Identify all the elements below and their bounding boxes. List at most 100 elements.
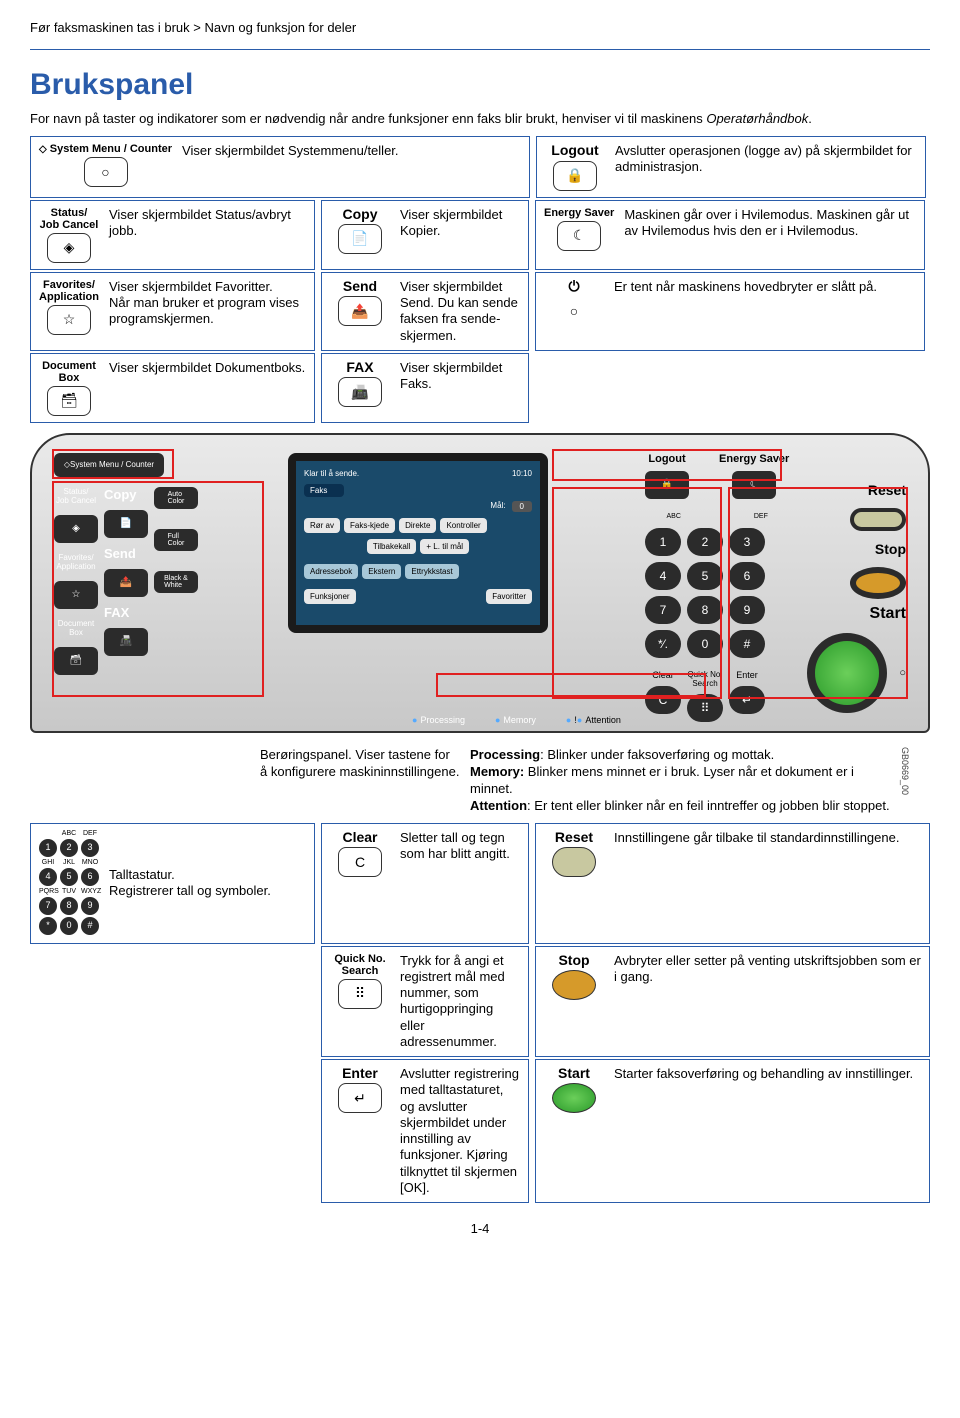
cell-power: ⏻ ○ Er tent når maskinens hovedbryter er…: [535, 272, 925, 351]
label-start: Start: [558, 1066, 590, 1081]
label-favorites: Favorites/ Application: [39, 279, 99, 303]
cell-energy: Energy Saver ☾ Maskinen går over i Hvile…: [535, 200, 925, 270]
highlight-box-2: [52, 481, 264, 697]
fax-button[interactable]: 📠: [338, 377, 382, 407]
cell-send: Send 📤 Viser skjermbildet Send. Du kan s…: [321, 272, 529, 351]
cell-stop: Stop Avbryter eller setter på venting ut…: [535, 946, 930, 1058]
desc-docbox: Viser skjermbildet Dokumentboks.: [109, 360, 306, 376]
status-attention: !Attention: [566, 715, 621, 725]
screen-time: 10:10: [512, 469, 532, 478]
touch-screen[interactable]: Klar til å sende. 10:10 Faks Mål: 0 Rør …: [288, 453, 548, 633]
cell-logout: Logout 🔒 Avslutter operasjonen (logge av…: [536, 136, 926, 197]
desc-numpad: Talltastatur. Registrerer tall og symbol…: [109, 867, 306, 900]
screen-mal-n: 0: [512, 501, 532, 512]
label-fax: FAX: [346, 360, 373, 375]
start-button[interactable]: [552, 1083, 596, 1113]
intro-a: For navn på taster og indikatorer som er…: [30, 111, 706, 126]
screen-direkte[interactable]: Direkte: [399, 518, 436, 533]
desc-logout: Avslutter operasjonen (logge av) på skje…: [615, 143, 917, 176]
label-copy: Copy: [343, 207, 378, 222]
screen-ettrykk[interactable]: Ettrykkstast: [405, 564, 458, 579]
cell-reset: Reset Innstillingene går tilbake til sta…: [535, 823, 930, 944]
desc-quickno: Trykk for å angi et registrert mål med n…: [400, 953, 520, 1051]
reference-code: GB0669_00: [900, 747, 910, 815]
label-enter: Enter: [342, 1066, 378, 1081]
status-processing: Processing: [412, 715, 465, 725]
desc-stop: Avbryter eller setter på venting utskrif…: [614, 953, 921, 986]
cell-docbox: Document Box 🗃 Viser skjermbildet Dokume…: [30, 353, 315, 423]
numpad-icon: ABCDEF 123 GHIJKLMNO 456 PQRSTUVWXYZ 789…: [39, 830, 99, 937]
label-clear: Clear: [342, 830, 377, 845]
desc-clear: Sletter tall og tegn som har blitt angit…: [400, 830, 520, 863]
label-docbox: Document Box: [42, 360, 96, 384]
screen-mal: Mål:: [490, 501, 505, 512]
favorites-button[interactable]: ☆: [47, 305, 91, 335]
send-button[interactable]: 📤: [338, 296, 382, 326]
screen-ror[interactable]: Rør av: [304, 518, 340, 533]
cell-status: Status/ Job Cancel ◈ Viser skjermbildet …: [30, 200, 315, 270]
quickno-button[interactable]: ⠿: [338, 979, 382, 1009]
power-indicator: ○: [552, 296, 596, 326]
clear-button[interactable]: C: [338, 847, 382, 877]
highlight-box-4: [552, 487, 722, 699]
highlight-box-3: [552, 449, 782, 481]
screen-tilmal[interactable]: + L. til mål: [420, 539, 469, 554]
cell-enter: Enter ↵ Avslutter registrering med tallt…: [321, 1059, 529, 1203]
docbox-button[interactable]: 🗃: [47, 386, 91, 416]
callout-status: Processing: Blinker under faksoverføring…: [470, 747, 890, 815]
status-memory: Memory: [495, 715, 536, 725]
screen-tilbakekall[interactable]: Tilbakekall: [367, 539, 417, 554]
intro-c: .: [808, 111, 812, 126]
enter-button[interactable]: ↵: [338, 1083, 382, 1113]
label-system-menu: ◇ System Menu / Counter: [39, 143, 172, 155]
system-menu-button[interactable]: ○: [84, 157, 128, 187]
desc-start: Starter faksoverføring og behandling av …: [614, 1066, 921, 1082]
label-logout: Logout: [551, 143, 598, 158]
screen-tab-faks[interactable]: Faks: [304, 484, 344, 497]
cell-system-menu: ◇ System Menu / Counter ○ Viser skjermbi…: [30, 136, 530, 197]
screen-ekstern[interactable]: Ekstern: [362, 564, 401, 579]
status-indicators: Processing Memory !Attention: [412, 715, 621, 725]
desc-energy: Maskinen går over i Hvilemodus. Maskinen…: [624, 207, 916, 240]
desc-power: Er tent når maskinens hovedbryter er slå…: [614, 279, 916, 295]
desc-status: Viser skjermbildet Status/avbryt jobb.: [109, 207, 306, 240]
intro-b: Operatørhåndbok: [706, 111, 808, 126]
callout-touchpanel: Berøringspanel. Viser tastene for å konf…: [260, 747, 460, 815]
highlight-box-6: [436, 673, 706, 697]
logout-button[interactable]: 🔒: [553, 161, 597, 191]
screen-favoritter[interactable]: Favoritter: [486, 589, 532, 604]
cell-clear: Clear C Sletter tall og tegn som har bli…: [321, 823, 529, 944]
label-send: Send: [343, 279, 377, 294]
screen-kjede[interactable]: Faks-kjede: [344, 518, 395, 533]
desc-favorites: Viser skjermbildet Favoritter. Når man b…: [109, 279, 306, 328]
page-number: 1-4: [30, 1221, 930, 1236]
screen-kontroller[interactable]: Kontroller: [440, 518, 486, 533]
screen-funksjoner[interactable]: Funksjoner: [304, 589, 356, 604]
screen-adresse[interactable]: Adressebok: [304, 564, 358, 579]
cell-numpad: ABCDEF 123 GHIJKLMNO 456 PQRSTUVWXYZ 789…: [30, 823, 315, 944]
label-energy: Energy Saver: [544, 207, 614, 219]
intro-text: For navn på taster og indikatorer som er…: [30, 110, 930, 128]
cell-fax: FAX 📠 Viser skjermbildet Faks.: [321, 353, 529, 423]
breadcrumb: Før faksmaskinen tas i bruk > Navn og fu…: [30, 20, 930, 35]
label-stop: Stop: [558, 953, 589, 968]
page-title: Brukspanel: [30, 68, 930, 102]
label-status: Status/ Job Cancel: [40, 207, 99, 231]
desc-send: Viser skjermbildet Send. Du kan sende fa…: [400, 279, 520, 344]
desc-copy: Viser skjermbildet Kopier.: [400, 207, 520, 240]
desc-system-menu: Viser skjermbildet Systemmenu/teller.: [182, 143, 521, 159]
reset-button[interactable]: [552, 847, 596, 877]
cell-copy: Copy 📄 Viser skjermbildet Kopier.: [321, 200, 529, 270]
highlight-box-5: [728, 487, 908, 699]
label-reset: Reset: [555, 830, 593, 845]
desc-enter: Avslutter registrering med talltastature…: [400, 1066, 520, 1196]
cell-start: Start Starter faksoverføring og behandli…: [535, 1059, 930, 1203]
status-button[interactable]: ◈: [47, 233, 91, 263]
copy-button[interactable]: 📄: [338, 224, 382, 254]
cell-quickno: Quick No. Search ⠿ Trykk for å angi et r…: [321, 946, 529, 1058]
stop-button[interactable]: [552, 970, 596, 1000]
control-panel: ◇ System Menu / Counter Status/ Job Canc…: [30, 433, 930, 733]
desc-reset: Innstillingene går tilbake til standardi…: [614, 830, 921, 846]
desc-fax: Viser skjermbildet Faks.: [400, 360, 520, 393]
energy-button[interactable]: ☾: [557, 221, 601, 251]
